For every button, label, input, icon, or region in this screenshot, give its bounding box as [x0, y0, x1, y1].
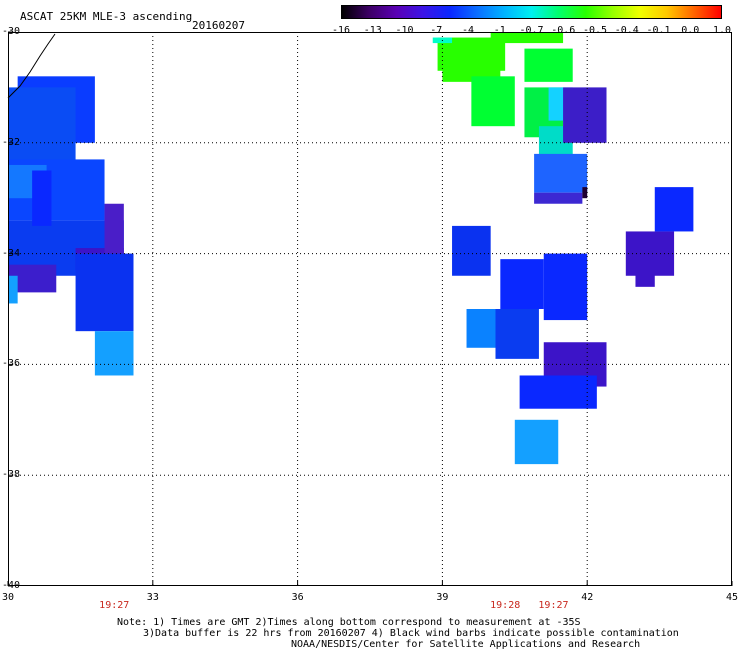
color-scale-bar [341, 5, 722, 19]
swath-cell [104, 203, 124, 254]
swath-cell [490, 32, 564, 44]
lat-tick-label: -32 [2, 136, 21, 148]
coastline [7, 33, 56, 99]
lat-tick-label: -40 [2, 580, 21, 591]
note-line-1: Note: 1) Times are GMT 2)Times along bot… [117, 617, 581, 628]
color-scale-label: -0.1 [646, 25, 671, 36]
map-frame [8, 32, 732, 586]
swath-cell [466, 309, 496, 348]
swath-cell [524, 48, 573, 82]
color-scale-label: -4 [462, 25, 475, 36]
color-scale-label: -16 [332, 25, 351, 36]
chart-title: ASCAT 25KM MLE-3 ascending [20, 10, 193, 23]
lat-tick-label: -36 [2, 358, 21, 370]
note-line-2: 3)Data buffer is 22 hrs from 20160207 4)… [143, 628, 679, 639]
lat-tick-label: -38 [2, 469, 21, 481]
lat-tick-label: -34 [2, 247, 21, 259]
swath-cell [563, 87, 607, 143]
swath-cell [543, 253, 588, 321]
swath-cell [500, 259, 544, 309]
color-scale-label: -10 [395, 25, 414, 36]
swath-cell [495, 309, 539, 359]
time-label: 19:28 [490, 600, 521, 611]
lon-tick-label: 36 [291, 592, 304, 603]
lon-tick-label: 39 [436, 592, 449, 603]
swath-cell [635, 270, 655, 287]
color-scale-label: 0.0 [681, 25, 700, 36]
color-scale-label: -0.7 [519, 25, 544, 36]
color-scale-label: -13 [363, 25, 382, 36]
swath-cell [625, 231, 675, 276]
color-scale-label: -0.5 [583, 25, 608, 36]
swath-cell [32, 170, 52, 226]
chart-date: 20160207 [192, 19, 245, 32]
time-label: 19:27 [538, 600, 569, 611]
color-scale-label: -0.6 [551, 25, 576, 36]
lon-tick-label: 33 [146, 592, 159, 603]
swath-cell [8, 275, 18, 304]
swath-cell [452, 225, 491, 276]
swath-cell [582, 187, 588, 199]
swath-cell [519, 375, 597, 409]
swath-cell [471, 76, 515, 127]
swath-cell [94, 331, 134, 376]
note-line-3: NOAA/NESDIS/Center for Satellite Applica… [291, 639, 641, 650]
color-scale-label: -7 [430, 25, 443, 36]
color-scale-label: 1.0 [713, 25, 732, 36]
swath-cell [534, 192, 583, 204]
swath-cell [75, 253, 134, 332]
lon-tick-label: 30 [2, 592, 15, 603]
swath-cell [514, 419, 559, 465]
time-label: 19:27 [99, 600, 130, 611]
swath-cell [654, 187, 694, 232]
lon-tick-label: 42 [581, 592, 594, 603]
color-scale-label: -1 [493, 25, 506, 36]
lon-tick-label: 45 [726, 592, 739, 603]
swath-cell [8, 87, 76, 165]
swath-cell [534, 153, 588, 193]
lat-tick-label: -30 [2, 26, 21, 37]
color-scale-label: -0.4 [614, 25, 639, 36]
